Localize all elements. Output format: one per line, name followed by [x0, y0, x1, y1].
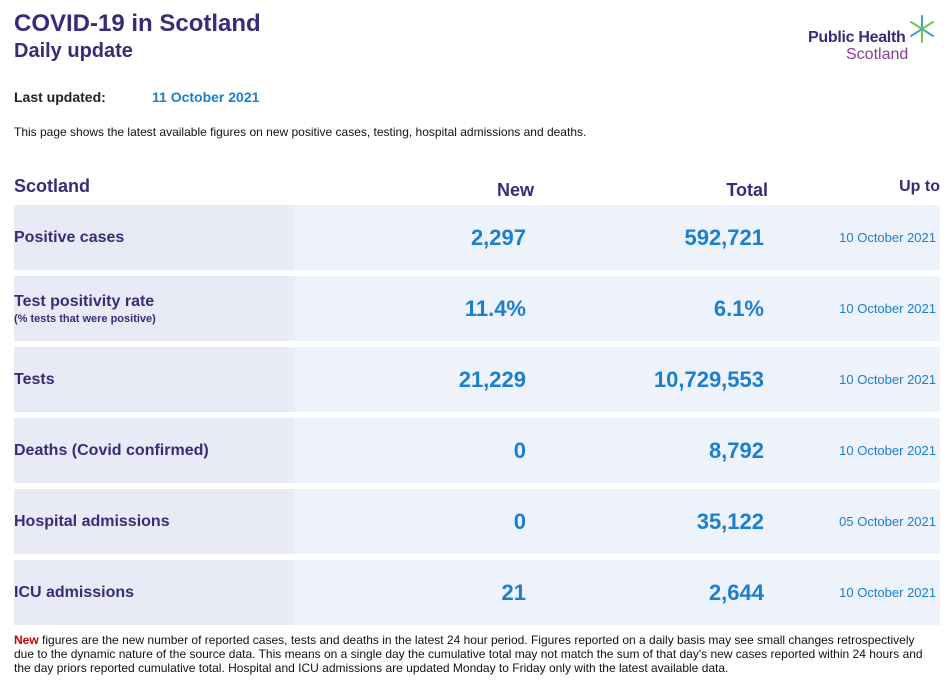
row-label: Tests: [14, 347, 55, 412]
page-subtitle: Daily update: [14, 40, 133, 62]
row-label-main: Test positivity rate: [14, 292, 155, 310]
header-total: Total: [726, 180, 768, 200]
row-total-value: 10,729,553: [653, 367, 764, 392]
row-label-main: ICU admissions: [14, 583, 135, 601]
row-label-cell: [14, 418, 295, 483]
row-up-to-date: 05 October 2021: [839, 514, 936, 529]
row-label-main: Tests: [14, 370, 55, 388]
table-row: Hospital admissions 0 35,122 05 October …: [14, 489, 940, 554]
row-up-to-date: 10 October 2021: [839, 585, 936, 600]
row-label-cell: [14, 205, 295, 270]
row-up-to-date: 10 October 2021: [839, 230, 936, 245]
row-label-main: Hospital admissions: [14, 512, 170, 530]
table-row: Positive cases 2,297 592,721 10 October …: [14, 205, 940, 270]
star-burst-icon: [910, 15, 934, 43]
row-up-to-date: 10 October 2021: [839, 443, 936, 458]
row-label: ICU admissions: [14, 560, 134, 625]
header-up-to: Up to: [899, 178, 940, 195]
header-new: New: [496, 180, 534, 200]
row-total-value: 35,122: [696, 509, 764, 534]
last-updated-value: 11 October 2021: [152, 89, 260, 105]
row-up-to-date: 10 October 2021: [839, 301, 936, 316]
row-new-value: 0: [513, 438, 526, 463]
row-new-value: 0: [513, 509, 526, 534]
logo-line-2: Scotland: [846, 46, 909, 63]
table-row: Test positivity rate (% tests that were …: [14, 276, 940, 341]
footnote-text: figures are the new number of reported c…: [14, 633, 923, 675]
table-row: Tests 21,229 10,729,553 10 October 2021: [14, 347, 940, 412]
row-total-value: 8,792: [708, 438, 764, 463]
row-label: Deaths (Covid confirmed): [14, 418, 209, 483]
row-label: Positive cases: [14, 205, 124, 270]
intro-text: This page shows the latest available fig…: [14, 125, 587, 139]
row-label-cell: [14, 489, 295, 554]
row-label-main: Positive cases: [14, 228, 125, 246]
table-header: Scotland New Total Up to: [0, 176, 946, 202]
row-label: Hospital admissions: [14, 489, 170, 554]
last-updated: Last updated: 11 October 2021: [14, 89, 259, 105]
row-label-cell: [14, 276, 295, 341]
last-updated-label: Last updated:: [14, 89, 106, 105]
row-label: Test positivity rate (% tests that were …: [14, 276, 156, 341]
footnote-new-highlight: New: [14, 633, 39, 647]
row-new-value: 21,229: [458, 367, 526, 392]
public-health-scotland-logo[interactable]: Public Health Scotland: [806, 14, 938, 64]
row-new-value: 21: [501, 580, 526, 605]
row-new-value: 11.4%: [464, 296, 526, 321]
logo-line-1: Public Health: [808, 29, 906, 46]
row-label-main: Deaths (Covid confirmed): [14, 441, 209, 459]
row-label-cell: [14, 560, 295, 625]
page-header: COVID-19 in Scotland Daily update: [14, 10, 261, 64]
stats-table: Positive cases 2,297 592,721 10 October …: [14, 205, 940, 631]
row-new-value: 2,297: [470, 225, 526, 250]
table-row: ICU admissions 21 2,644 10 October 2021: [14, 560, 940, 625]
table-row: Deaths (Covid confirmed) 0 8,792 10 Octo…: [14, 418, 940, 483]
row-total-value: 592,721: [684, 225, 764, 250]
page-title: COVID-19 in Scotland: [14, 10, 261, 37]
footnote: New figures are the new number of report…: [14, 633, 932, 675]
row-up-to-date: 10 October 2021: [839, 372, 936, 387]
header-region: Scotland: [14, 176, 91, 196]
row-total-value: 2,644: [708, 580, 764, 605]
row-label-cell: [14, 347, 295, 412]
row-total-value: 6.1%: [713, 296, 764, 321]
row-label-sub: (% tests that were positive): [14, 312, 156, 325]
